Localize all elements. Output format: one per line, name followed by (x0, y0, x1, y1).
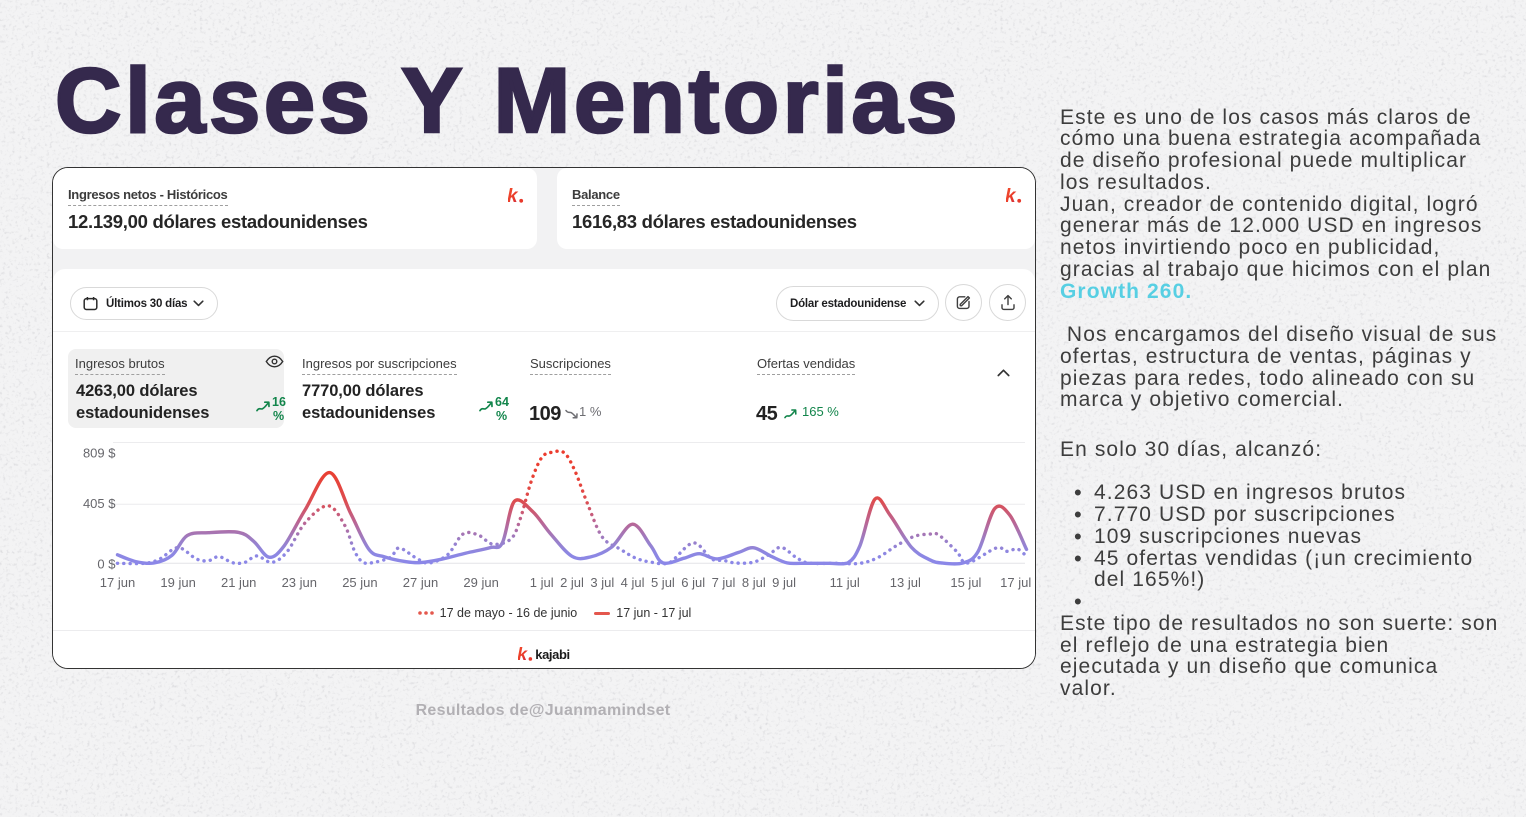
svg-text:21 jun: 21 jun (221, 575, 256, 590)
svg-text:11 jul: 11 jul (830, 575, 860, 590)
svg-text:15 jul: 15 jul (950, 575, 981, 590)
svg-text:1 jul: 1 jul (530, 575, 554, 590)
svg-text:25 jun: 25 jun (342, 575, 377, 590)
svg-text:k: k (518, 646, 528, 661)
svg-text:13 jul: 13 jul (890, 575, 921, 590)
svg-text:23 jun: 23 jun (282, 575, 317, 590)
svg-text:809 $: 809 $ (83, 446, 116, 461)
svg-text:17 jun: 17 jun (100, 575, 135, 590)
svg-text:k: k (1006, 187, 1017, 203)
svg-text:6 jul: 6 jul (681, 575, 705, 590)
svg-text:8 jul: 8 jul (742, 575, 766, 590)
svg-text:27 jun: 27 jun (403, 575, 438, 590)
svg-text:k: k (508, 187, 519, 203)
svg-text:0 $: 0 $ (97, 557, 116, 572)
svg-text:9 jul: 9 jul (772, 575, 796, 590)
svg-text:19 jun: 19 jun (160, 575, 195, 590)
svg-text:5 jul: 5 jul (651, 575, 675, 590)
svg-text:2 jul: 2 jul (560, 575, 584, 590)
svg-text:405 $: 405 $ (83, 496, 116, 511)
svg-text:17 jul: 17 jul (1000, 575, 1031, 590)
svg-text:3 jul: 3 jul (590, 575, 614, 590)
svg-text:29 jun: 29 jun (463, 575, 498, 590)
svg-text:4 jul: 4 jul (621, 575, 645, 590)
svg-text:7 jul: 7 jul (712, 575, 736, 590)
